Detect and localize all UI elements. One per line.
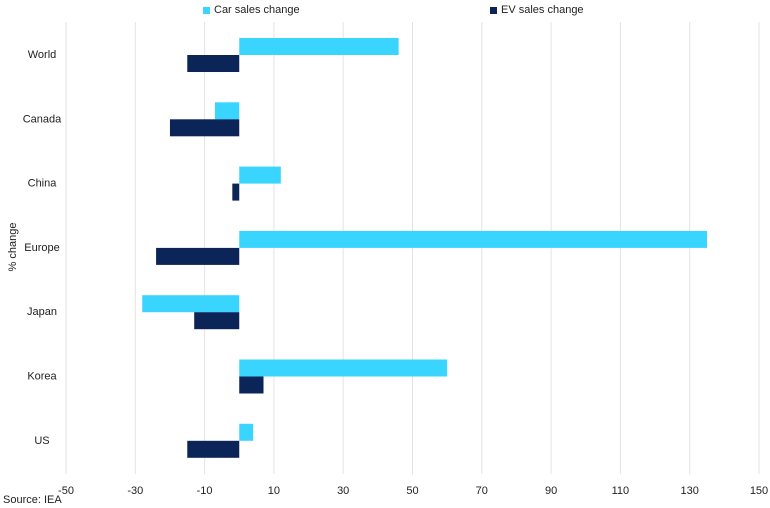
- car-sales-bar: [239, 166, 281, 184]
- x-tick-label: 70: [476, 485, 488, 497]
- ev-sales-bar: [187, 55, 240, 72]
- category-label: World: [28, 49, 57, 61]
- category-label: China: [28, 178, 58, 190]
- car-sales-bar: [142, 295, 240, 313]
- category-label: Europe: [24, 242, 59, 254]
- x-tick-label: 10: [268, 485, 280, 497]
- x-tick-label: 150: [750, 485, 768, 497]
- legend-label-car-sales: Car sales change: [214, 4, 300, 16]
- category-label: Korea: [27, 371, 57, 383]
- ev-sales-bar: [187, 440, 240, 458]
- legend: Car sales change EV sales change: [0, 4, 770, 18]
- x-tick-label: 110: [612, 485, 630, 497]
- ev-sales-bar: [156, 247, 240, 265]
- legend-item-ev-sales: EV sales change: [490, 4, 584, 16]
- category-label: Canada: [23, 113, 62, 125]
- car-sales-bar: [239, 230, 708, 248]
- ev-sales-bar: [194, 312, 240, 330]
- x-tick-label: 90: [545, 485, 557, 497]
- legend-label-ev-sales: EV sales change: [501, 4, 584, 16]
- x-tick-label: 50: [406, 485, 418, 497]
- car-sales-bar: [239, 359, 448, 377]
- legend-swatch-ev-sales: [490, 6, 497, 14]
- category-label: US: [34, 435, 49, 447]
- x-tick-label: -50: [58, 485, 74, 497]
- ev-sales-bar: [169, 119, 240, 137]
- car-sales-bar: [239, 38, 399, 55]
- y-axis-title: % change: [7, 223, 19, 272]
- ev-sales-bar: [232, 183, 240, 201]
- x-tick-label: -30: [127, 485, 143, 497]
- x-tick-label: 30: [337, 485, 349, 497]
- category-label: Japan: [27, 306, 57, 318]
- car-sales-bar: [214, 102, 240, 120]
- x-tick-label: 130: [681, 485, 699, 497]
- ev-sales-bar: [239, 376, 264, 394]
- x-tick-label: -10: [197, 485, 213, 497]
- legend-item-car-sales: Car sales change: [203, 4, 300, 16]
- legend-swatch-car-sales: [203, 6, 210, 14]
- source-note: Source: IEA: [3, 494, 62, 506]
- car-sales-bar: [239, 423, 254, 441]
